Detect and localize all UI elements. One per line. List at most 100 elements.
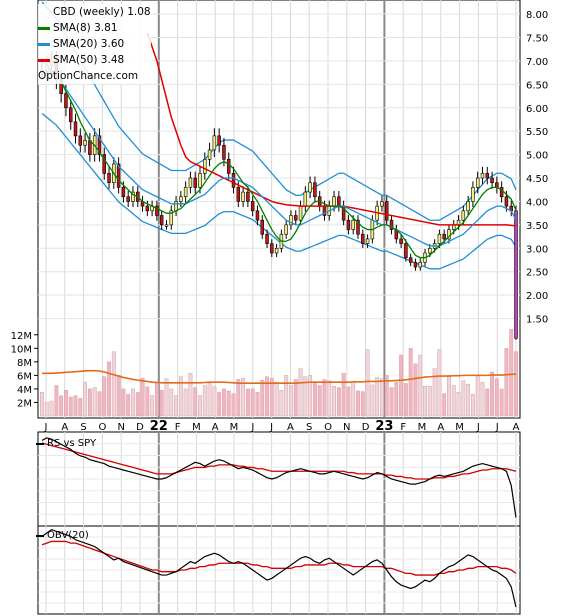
volume-bar [169,388,174,417]
chart-legend: CBD (weekly) 1.08 SMA(8) 3.81 SMA(20) 3.… [38,4,151,84]
price-tick-label: 8.00 [526,10,548,21]
candle-body [179,196,183,202]
candle-body [485,173,490,179]
volume-bar [222,388,226,417]
candle-body [188,177,193,188]
candle-body [418,262,422,268]
candle-body [231,173,236,188]
watermark: OptionChance.com [38,70,139,82]
candle-body [337,196,341,207]
candle-body [226,158,231,174]
obv-average-line [41,540,517,576]
candle-body [155,205,159,216]
x-tick-label: O [324,422,332,433]
volume-bar [97,391,102,417]
candle-body [131,191,135,202]
volume-bar [198,395,202,417]
volume-bar [236,379,241,417]
candle-body [442,233,446,240]
volume-bar [485,388,490,417]
volume-bar [380,378,384,417]
volume-bar [322,379,327,417]
volume-bar [427,385,432,417]
candle-body [121,187,126,198]
candle-body [495,182,499,188]
candle-body [413,262,418,268]
volume-bar [193,387,198,417]
volume-bar [178,376,183,417]
candle-body [236,187,241,202]
volume-bar [164,378,169,417]
price-tick-label: 6.00 [526,104,548,115]
volume-bar [265,376,269,417]
candle-body [504,196,509,207]
volume-bar [303,376,308,417]
candle-body [255,210,260,221]
volume-bar [475,375,480,417]
volume-bar [370,384,375,417]
candle-body [174,201,178,212]
x-tick-label: A [212,422,219,433]
volume-bar [174,395,178,417]
obv-legend-swatch [36,534,44,537]
volume-bar [78,398,83,417]
candle-body [471,187,475,202]
candle-body [102,154,106,174]
volume-bar [365,349,370,417]
candle-body [88,140,92,155]
volume-bar [504,348,509,417]
volume-bar [447,375,451,417]
candle-body [365,238,370,244]
volume-bar [49,400,54,417]
volume-bar [336,387,341,417]
rs-average-line [41,442,517,480]
volume-bar [384,375,389,417]
volume-bar [389,387,394,417]
x-tick-label: J [495,422,499,433]
x-tick-label: J [476,422,480,433]
candle-body [298,205,303,221]
x-tick-label: F [175,422,181,433]
volume-bar [202,385,207,417]
volume-tick-label: 12M [11,331,32,342]
volume-bar [255,392,260,417]
volume-bar [375,377,380,417]
volume-bar [442,393,447,417]
price-tick-label: 7.00 [526,57,548,68]
candle-body [116,163,121,188]
candle-body [183,187,188,198]
x-tick-label: O [98,422,106,433]
volume-bar [470,394,475,417]
volume-bar [332,385,336,417]
volume-tick-label: 6M [17,371,32,382]
volume-bar [360,391,365,417]
volume-bar [499,388,504,417]
x-tick-label: A [287,422,294,433]
x-tick-label: A [437,422,444,433]
volume-bar [260,379,265,417]
volume-bar [490,371,494,417]
volume-bar [399,354,404,417]
volume-bar [107,361,111,417]
candle-body [308,182,312,193]
price-tick-label: 7.50 [526,33,548,44]
price-tick-label: 5.50 [526,127,548,138]
candle-body [447,229,451,240]
volume-bar [145,386,150,417]
candle-body [475,177,480,188]
volume-bar [159,390,164,417]
candle-body [212,135,217,151]
volume-bar [241,377,246,417]
volume-bar [217,392,222,417]
candle-body [246,191,250,202]
volume-bar [509,329,514,417]
x-tick-label: M [230,422,239,433]
candle-body [437,233,442,244]
volume-bar [250,388,255,417]
x-tick-label: J [250,422,254,433]
rs-line [41,437,517,518]
candle-body [399,238,403,244]
candle-body [332,196,336,207]
volume-bar [111,351,116,417]
candle-body [274,248,279,254]
